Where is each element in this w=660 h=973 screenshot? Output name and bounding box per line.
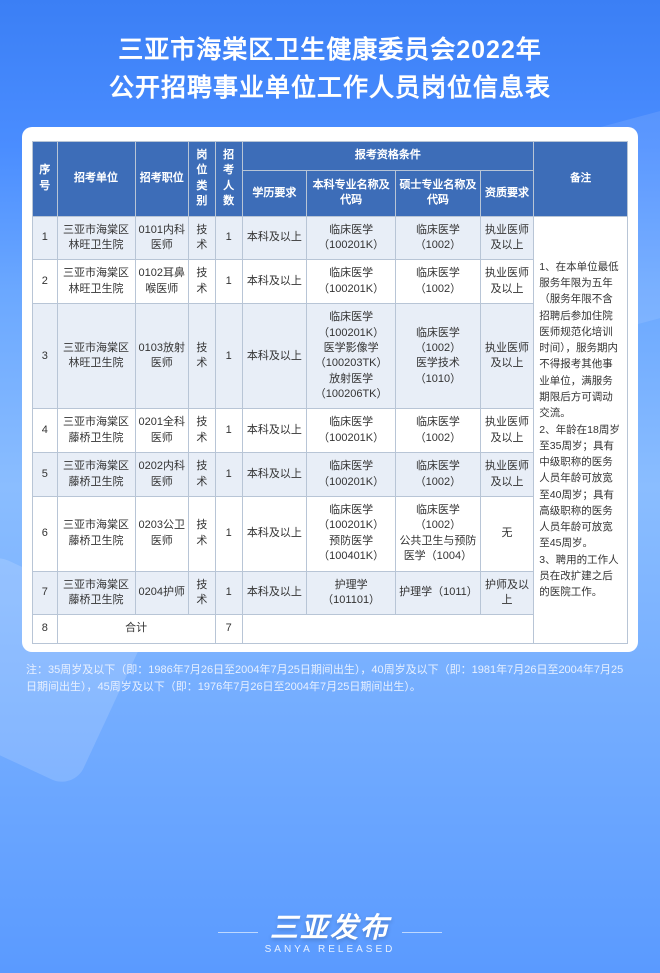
cell: 护理学（101101） <box>307 571 396 615</box>
cell: 2 <box>33 260 58 304</box>
th-unit: 招考单位 <box>57 142 135 217</box>
cell: 本科及以上 <box>242 453 307 497</box>
cell: 临床医学（100201K） <box>307 260 396 304</box>
th-position: 招考职位 <box>135 142 189 217</box>
cell: 护理学（1011） <box>396 571 481 615</box>
cell: 临床医学（1002） 公共卫生与预防医学（1004） <box>396 497 481 572</box>
cell: 0202内科医师 <box>135 453 189 497</box>
cell: 三亚市海棠区林旺卫生院 <box>57 304 135 409</box>
cell: 1 <box>215 571 242 615</box>
brand-line-left <box>218 932 258 933</box>
cell: 护师及以上 <box>480 571 534 615</box>
cell: 三亚市海棠区藤桥卫生院 <box>57 409 135 453</box>
th-master: 硕士专业名称及代码 <box>396 171 481 216</box>
cell: 0204护师 <box>135 571 189 615</box>
cell: 1 <box>215 409 242 453</box>
cell: 0201全科医师 <box>135 409 189 453</box>
th-bachelor: 本科专业名称及代码 <box>307 171 396 216</box>
cell: 技术 <box>189 304 216 409</box>
cell: 8 <box>33 615 58 643</box>
cell: 本科及以上 <box>242 497 307 572</box>
cell: 临床医学（100201K） <box>307 409 396 453</box>
cell: 6 <box>33 497 58 572</box>
cell: 1 <box>215 260 242 304</box>
table-row: 1三亚市海棠区林旺卫生院0101内科医师技术1本科及以上临床医学（100201K… <box>33 216 628 260</box>
cell: 执业医师及以上 <box>480 304 534 409</box>
cell: 执业医师及以上 <box>480 453 534 497</box>
cell: 技术 <box>189 497 216 572</box>
cell: 5 <box>33 453 58 497</box>
th-qual-group: 报考资格条件 <box>242 142 534 171</box>
cell: 三亚市海棠区藤桥卫生院 <box>57 571 135 615</box>
table-card: 序号 招考单位 招考职位 岗位类别 招考人数 报考资格条件 备注 学历要求 本科… <box>22 127 638 652</box>
cell: 临床医学（100201K） 预防医学（100401K） <box>307 497 396 572</box>
th-seq: 序号 <box>33 142 58 217</box>
cell-total-label: 合计 <box>57 615 215 643</box>
note-cell: 1、在本单位最低服务年限为五年（服务年限不含招聘后参加住院医师规范化培训时间），… <box>534 216 628 643</box>
cell: 三亚市海棠区藤桥卫生院 <box>57 453 135 497</box>
cell: 1 <box>215 304 242 409</box>
th-cert: 资质要求 <box>480 171 534 216</box>
cell: 技术 <box>189 571 216 615</box>
cell <box>242 615 534 643</box>
page-title: 三亚市海棠区卫生健康委员会2022年 公开招聘事业单位工作人员岗位信息表 <box>0 0 660 127</box>
cell: 执业医师及以上 <box>480 216 534 260</box>
cell: 本科及以上 <box>242 571 307 615</box>
cell-total-num: 7 <box>215 615 242 643</box>
cell: 技术 <box>189 409 216 453</box>
cell: 本科及以上 <box>242 304 307 409</box>
cell: 本科及以上 <box>242 260 307 304</box>
footnote: 注：35周岁及以下（即：1986年7月26日至2004年7月25日期间出生），4… <box>0 652 660 697</box>
cell: 本科及以上 <box>242 216 307 260</box>
cell: 无 <box>480 497 534 572</box>
cell: 三亚市海棠区林旺卫生院 <box>57 216 135 260</box>
th-count: 招考人数 <box>215 142 242 217</box>
cell: 临床医学（1002） <box>396 453 481 497</box>
cell: 4 <box>33 409 58 453</box>
cell: 1 <box>33 216 58 260</box>
cell: 1 <box>215 216 242 260</box>
brand-line-right <box>402 932 442 933</box>
brand-main: 三亚发布 <box>270 912 390 943</box>
cell: 0101内科医师 <box>135 216 189 260</box>
cell: 0103放射医师 <box>135 304 189 409</box>
cell: 临床医学（1002） 医学技术（1010） <box>396 304 481 409</box>
cell: 3 <box>33 304 58 409</box>
cell: 执业医师及以上 <box>480 260 534 304</box>
cell: 临床医学（100201K） <box>307 216 396 260</box>
cell: 技术 <box>189 216 216 260</box>
cell: 临床医学（100201K） <box>307 453 396 497</box>
cell: 1 <box>215 453 242 497</box>
cell: 技术 <box>189 453 216 497</box>
brand-sub: SANYA RELEASED <box>0 944 660 955</box>
cell: 临床医学（1002） <box>396 260 481 304</box>
cell: 三亚市海棠区林旺卫生院 <box>57 260 135 304</box>
brand-block: 三亚发布 SANYA RELEASED <box>0 906 660 955</box>
th-edu: 学历要求 <box>242 171 307 216</box>
cell: 临床医学（1002） <box>396 216 481 260</box>
cell: 三亚市海棠区藤桥卫生院 <box>57 497 135 572</box>
cell: 0203公卫医师 <box>135 497 189 572</box>
positions-table: 序号 招考单位 招考职位 岗位类别 招考人数 报考资格条件 备注 学历要求 本科… <box>32 141 628 644</box>
th-note: 备注 <box>534 142 628 217</box>
cell: 本科及以上 <box>242 409 307 453</box>
cell: 1 <box>215 497 242 572</box>
cell: 技术 <box>189 260 216 304</box>
cell: 执业医师及以上 <box>480 409 534 453</box>
cell: 临床医学（1002） <box>396 409 481 453</box>
cell: 7 <box>33 571 58 615</box>
cell: 临床医学（100201K） 医学影像学（100203TK） 放射医学（10020… <box>307 304 396 409</box>
cell: 0102耳鼻喉医师 <box>135 260 189 304</box>
th-category: 岗位类别 <box>189 142 216 217</box>
